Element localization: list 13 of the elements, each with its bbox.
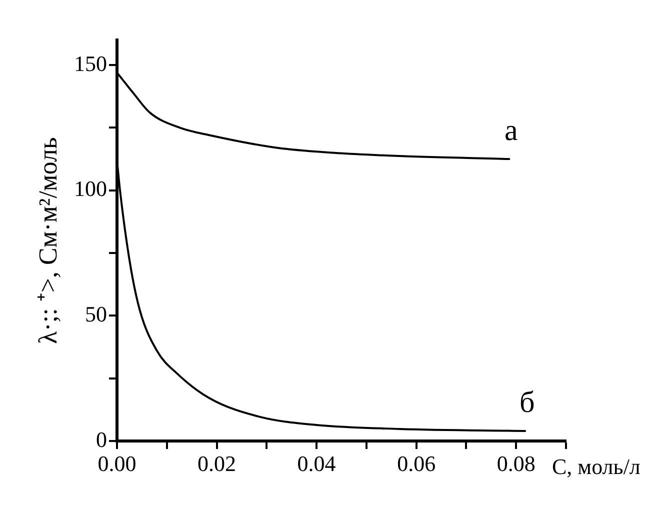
series-label: б (519, 386, 535, 419)
x-tick-label: 0.06 (397, 450, 436, 476)
y-tick-label: 50 (85, 301, 107, 326)
x-tick-label: 0.00 (98, 450, 136, 476)
x-tick-label: 0.08 (496, 450, 536, 476)
x-tick-label: 0.04 (297, 450, 336, 476)
y-tick-label: 150 (74, 50, 107, 76)
y-tick-label: 0 (96, 426, 107, 452)
y-tick-label: 100 (74, 176, 107, 202)
y-axis-title: λ·;: ⁺>, См·м²/моль (33, 136, 62, 344)
series-label: а (504, 114, 518, 147)
x-axis-title: С, моль/л (552, 454, 640, 479)
x-tick-label: 0.02 (198, 450, 236, 476)
